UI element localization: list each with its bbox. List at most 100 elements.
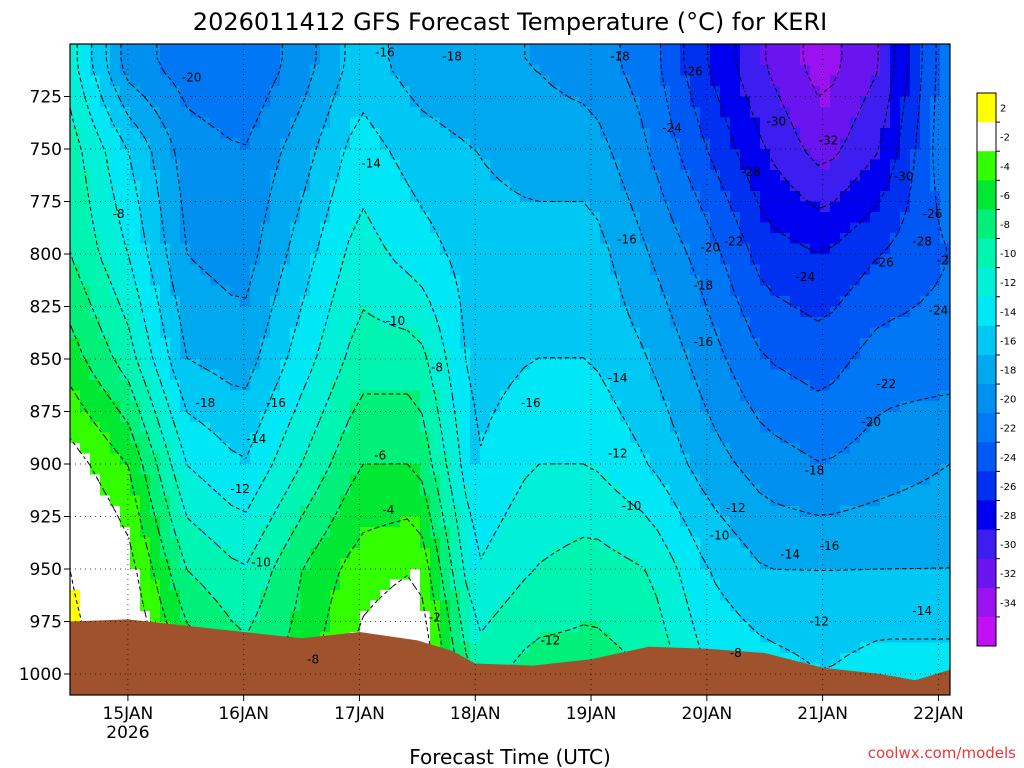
heat-cell xyxy=(140,411,151,423)
heat-cell xyxy=(850,327,861,339)
heat-cell xyxy=(470,380,481,392)
heat-cell xyxy=(350,453,361,465)
heat-cell xyxy=(100,537,111,549)
heat-cell xyxy=(580,558,591,570)
heat-cell xyxy=(500,243,511,255)
heat-cell xyxy=(900,390,911,402)
heat-cell xyxy=(490,233,501,245)
heat-cell xyxy=(910,527,921,539)
heat-cell xyxy=(770,86,781,98)
heat-cell xyxy=(560,611,571,623)
heat-cell xyxy=(830,516,841,528)
heat-cell xyxy=(700,506,711,518)
heat-cell xyxy=(570,180,581,192)
heat-cell xyxy=(550,128,561,140)
heat-cell xyxy=(390,96,401,108)
heat-cell xyxy=(760,348,771,360)
heat-cell xyxy=(220,317,231,329)
heat-cell xyxy=(180,579,191,591)
heat-cell xyxy=(350,317,361,329)
heat-cell xyxy=(710,212,721,224)
heat-cell xyxy=(610,264,621,276)
heat-cell xyxy=(710,443,721,455)
heat-cell xyxy=(630,75,641,87)
heat-cell xyxy=(910,296,921,308)
heat-cell xyxy=(80,411,91,423)
heat-cell xyxy=(730,107,741,119)
heat-cell xyxy=(450,621,461,633)
heat-cell xyxy=(530,285,541,297)
heat-cell xyxy=(660,474,671,486)
heat-cell xyxy=(140,579,151,591)
heat-cell xyxy=(600,632,611,644)
heat-cell xyxy=(520,380,531,392)
heat-cell xyxy=(670,558,681,570)
heat-cell xyxy=(200,180,211,192)
heat-cell xyxy=(890,44,901,56)
heat-cell xyxy=(280,306,291,318)
heat-cell xyxy=(70,170,81,182)
heat-cell xyxy=(120,138,131,150)
heat-cell xyxy=(630,201,641,213)
heat-cell xyxy=(480,506,491,518)
heat-cell xyxy=(380,537,391,549)
heat-cell xyxy=(350,443,361,455)
heat-cell xyxy=(110,117,121,129)
heat-cell xyxy=(220,432,231,444)
heat-cell xyxy=(680,180,691,192)
heat-cell xyxy=(910,443,921,455)
heat-cell xyxy=(130,432,141,444)
heat-cell xyxy=(180,65,191,77)
heat-cell xyxy=(440,348,451,360)
heat-cell xyxy=(860,306,871,318)
heat-cell xyxy=(190,54,201,66)
heat-cell xyxy=(530,275,541,287)
heat-cell xyxy=(220,600,231,612)
heat-cell xyxy=(860,611,871,623)
heat-cell xyxy=(590,222,601,234)
heat-cell xyxy=(640,96,651,108)
heat-cell xyxy=(840,495,851,507)
heat-cell xyxy=(90,443,101,455)
heat-cell xyxy=(90,485,101,497)
heat-cell xyxy=(250,191,261,203)
heat-cell xyxy=(440,128,451,140)
heat-cell xyxy=(820,443,831,455)
heat-cell xyxy=(630,149,641,161)
heat-cell xyxy=(420,75,431,87)
heat-cell xyxy=(240,369,251,381)
heat-cell xyxy=(140,474,151,486)
heat-cell xyxy=(220,516,231,528)
heat-cell xyxy=(280,201,291,213)
heat-cell xyxy=(130,65,141,77)
heat-cell xyxy=(160,96,171,108)
heat-cell xyxy=(460,170,471,182)
heat-cell xyxy=(340,600,351,612)
heat-cell xyxy=(250,369,261,381)
heat-cell xyxy=(820,432,831,444)
heat-cell xyxy=(750,600,761,612)
heat-cell xyxy=(380,590,391,602)
heat-cell xyxy=(460,212,471,224)
heat-cell xyxy=(770,401,781,413)
heat-cell xyxy=(620,369,631,381)
heat-cell xyxy=(250,75,261,87)
heat-cell xyxy=(670,159,681,171)
heat-cell xyxy=(540,254,551,266)
heat-cell xyxy=(210,443,221,455)
heat-cell xyxy=(430,65,441,77)
heat-cell xyxy=(290,600,301,612)
heat-cell xyxy=(500,590,511,602)
heat-cell xyxy=(470,495,481,507)
heat-cell xyxy=(920,243,931,255)
heat-cell xyxy=(780,590,791,602)
heat-cell xyxy=(640,548,651,560)
heat-cell xyxy=(190,180,201,192)
heat-cell xyxy=(760,338,771,350)
heat-cell xyxy=(200,611,211,623)
heat-cell xyxy=(920,537,931,549)
heat-cell xyxy=(710,474,721,486)
heat-cell xyxy=(70,338,81,350)
heat-cell xyxy=(820,306,831,318)
heat-cell xyxy=(170,222,181,234)
